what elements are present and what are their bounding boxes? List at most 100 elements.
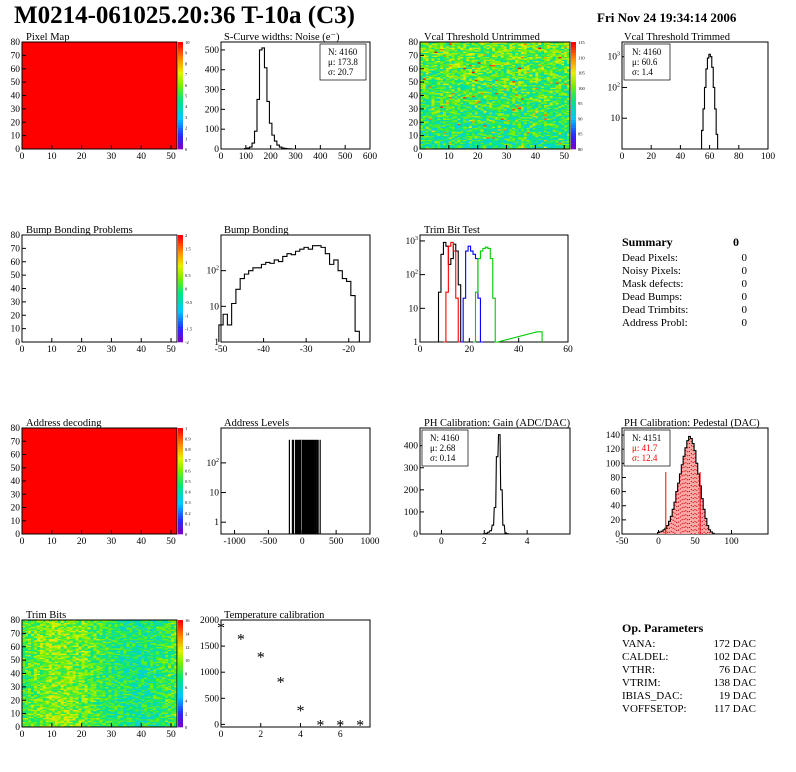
heatmap-cell — [495, 144, 499, 147]
heatmap-cell — [503, 147, 507, 150]
y-tick-label: 20 — [11, 504, 21, 514]
heatmap-cell — [529, 98, 533, 100]
heatmap-cell — [529, 100, 533, 103]
heatmap-cell — [526, 64, 530, 67]
heatmap-cell — [509, 90, 513, 92]
colorbar-segment — [178, 433, 183, 437]
heatmap-cell — [422, 91, 427, 94]
heatmap-cell — [509, 68, 513, 71]
colorbar-segment — [571, 58, 576, 62]
heatmap-cell — [515, 48, 519, 51]
heatmap-cell — [469, 144, 473, 147]
heatmap-cell — [506, 59, 510, 62]
heatmap-cell — [471, 94, 476, 96]
heatmap-cell — [471, 138, 476, 140]
heatmap-cell — [460, 140, 464, 143]
heatmap-cell — [500, 50, 504, 52]
heatmap-cell — [451, 64, 455, 67]
heatmap-cell — [486, 128, 490, 131]
heatmap-cell — [509, 142, 513, 144]
heatmap-cell — [512, 126, 516, 128]
heatmap-cell — [532, 123, 536, 126]
heatmap-cell — [532, 56, 536, 59]
heatmap-cell — [477, 90, 481, 92]
colorbar-segment — [571, 76, 576, 80]
heatmap-cell — [420, 72, 424, 75]
heatmap-cell — [500, 142, 504, 144]
heatmap-cell — [445, 55, 450, 58]
heatmap-cell — [437, 51, 441, 53]
heatmap-cell — [506, 60, 510, 63]
heatmap-cell — [509, 71, 513, 74]
heatmap-cell — [515, 143, 519, 146]
heatmap-cell — [503, 76, 507, 79]
colorbar-segment — [178, 465, 183, 469]
heatmap-cell — [495, 132, 499, 135]
heatmap-cell — [526, 82, 530, 84]
heatmap-cell — [497, 70, 502, 72]
heatmap-cell — [466, 68, 470, 71]
heatmap-cell — [471, 56, 476, 59]
heatmap-cell — [434, 122, 438, 124]
y-tick-label: 10 — [409, 304, 419, 314]
heatmap-cell — [518, 91, 522, 94]
colorbar-segment — [571, 124, 576, 128]
histogram-dot — [696, 525, 698, 527]
heatmap-cell — [503, 56, 507, 59]
heatmap-cell — [477, 79, 481, 82]
heatmap-cell — [428, 138, 432, 140]
heatmap-cell — [474, 50, 478, 52]
heatmap-cell — [483, 42, 487, 44]
heatmap-cell — [529, 70, 533, 72]
heatmap-cell — [492, 124, 496, 127]
heatmap-cell — [434, 114, 438, 116]
colorbar-segment — [178, 60, 183, 64]
histogram-dot — [688, 530, 691, 533]
heatmap-cell — [515, 126, 519, 128]
histogram-dot — [687, 471, 689, 473]
y-tick-label: 0 — [15, 338, 20, 348]
heatmap-cell — [515, 46, 519, 48]
heatmap-cell — [431, 47, 435, 49]
heatmap-cell — [451, 96, 455, 99]
heatmap-cell — [532, 99, 536, 102]
heatmap-cell — [509, 146, 513, 148]
heatmap-cell — [500, 131, 504, 134]
y-tick-label: 70 — [11, 437, 21, 447]
heatmap-cell — [425, 98, 429, 100]
y-tick-label: 40 — [409, 92, 419, 102]
heatmap-cell — [420, 136, 424, 139]
histogram-dot — [688, 462, 691, 465]
heatmap-cell — [532, 70, 536, 72]
heatmap-cell — [483, 95, 487, 98]
heatmap-cell — [477, 63, 481, 66]
heatmap-cell — [495, 68, 499, 71]
heatmap-cell — [451, 120, 455, 123]
heatmap-cell — [492, 47, 496, 49]
colorbar-segment — [178, 76, 183, 80]
heatmap-cell — [489, 63, 493, 66]
heatmap-cell — [506, 91, 510, 94]
x-tick-label: 4 — [525, 537, 530, 547]
heatmap-cell — [428, 136, 432, 139]
heatmap-cell — [526, 51, 530, 53]
heatmap-cell — [489, 62, 493, 64]
heatmap-cell — [428, 123, 432, 126]
heatmap-cell — [454, 94, 458, 96]
heatmap-cell — [463, 108, 467, 111]
heatmap-cell — [440, 123, 444, 126]
heatmap-cell — [483, 107, 487, 110]
heatmap-cell — [469, 70, 473, 72]
heatmap-cell — [529, 94, 533, 96]
heatmap-cell — [451, 142, 455, 144]
heatmap-cell — [437, 79, 441, 82]
heatmap-cell — [492, 147, 496, 150]
heatmap-cell — [434, 96, 438, 99]
heatmap-cell — [420, 114, 424, 116]
heatmap-cell — [497, 58, 502, 60]
x-tick-label: 10 — [444, 152, 454, 162]
colorbar-segment — [178, 92, 183, 96]
heatmap-cell — [497, 131, 502, 134]
heatmap-cell — [445, 70, 450, 72]
heatmap-cell — [486, 66, 490, 68]
